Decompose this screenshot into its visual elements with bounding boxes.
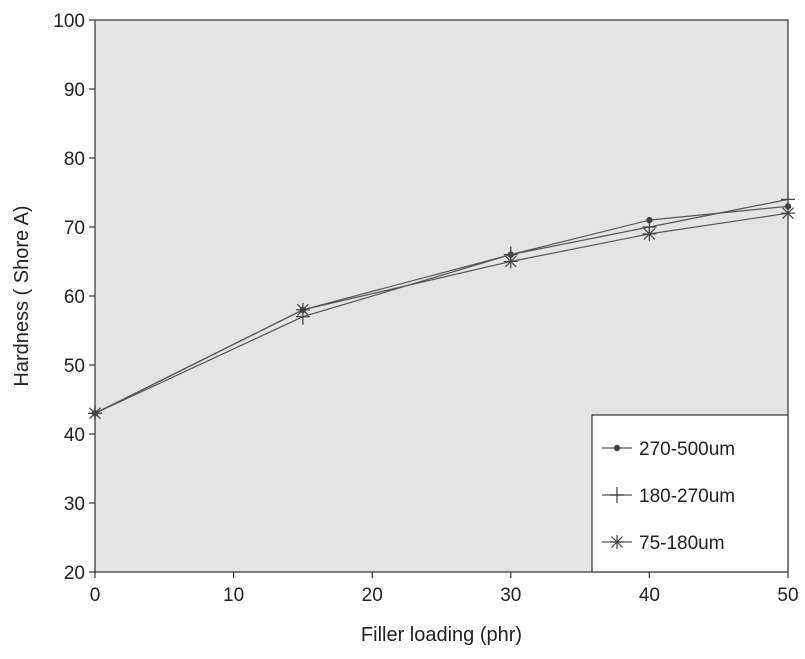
star-marker-d2: [296, 303, 309, 316]
legend-marker: [610, 535, 624, 549]
star-marker-d2: [504, 255, 517, 268]
y-tick-label: 90: [64, 80, 85, 101]
x-axis-title: Filler loading (phr): [361, 624, 522, 646]
y-tick-label: 50: [64, 356, 85, 377]
data-point: [781, 206, 795, 221]
data-point: [295, 302, 310, 317]
y-tick-label: 70: [64, 218, 85, 239]
star-marker-d2: [89, 407, 101, 420]
legend: 270-500um 180-270um 75-180um: [591, 414, 789, 573]
x-tick-label: 30: [500, 585, 521, 606]
y-axis-title: Hardness ( Shore A): [11, 205, 33, 386]
y-tick-label: 30: [64, 494, 85, 515]
y-tick-label: 60: [64, 287, 85, 308]
legend-entry-label: 180-270um: [639, 486, 735, 507]
x-tick-label: 50: [777, 585, 798, 606]
data-point: [88, 406, 102, 421]
y-tick-label: 40: [64, 425, 85, 446]
star-marker-d2: [782, 207, 794, 220]
x-tick-label: 40: [639, 585, 660, 606]
star-marker-d2: [611, 536, 623, 548]
y-tick-label: 100: [53, 11, 85, 32]
data-point: [781, 191, 795, 208]
data-point: [503, 254, 518, 269]
dot-marker: [613, 444, 621, 452]
legend-entry-label: 270-500um: [639, 439, 735, 460]
legend-marker: [610, 487, 624, 503]
x-tick-label: 20: [362, 585, 383, 606]
y-tick-label: 20: [64, 563, 85, 584]
data-point: [642, 226, 657, 241]
legend-entry-label: 75-180um: [639, 533, 725, 554]
x-tick-label: 0: [90, 585, 101, 606]
y-tick-label: 80: [64, 149, 85, 170]
x-tick-label: 10: [223, 585, 244, 606]
star-marker-d2: [643, 227, 656, 240]
legend-box: [591, 414, 789, 573]
data-series: [88, 191, 795, 422]
legend-marker: [613, 444, 621, 452]
axis-ticks: 20 30 40 50 60 70 80 90 100 0 10 20 30 40 50: [53, 11, 798, 606]
